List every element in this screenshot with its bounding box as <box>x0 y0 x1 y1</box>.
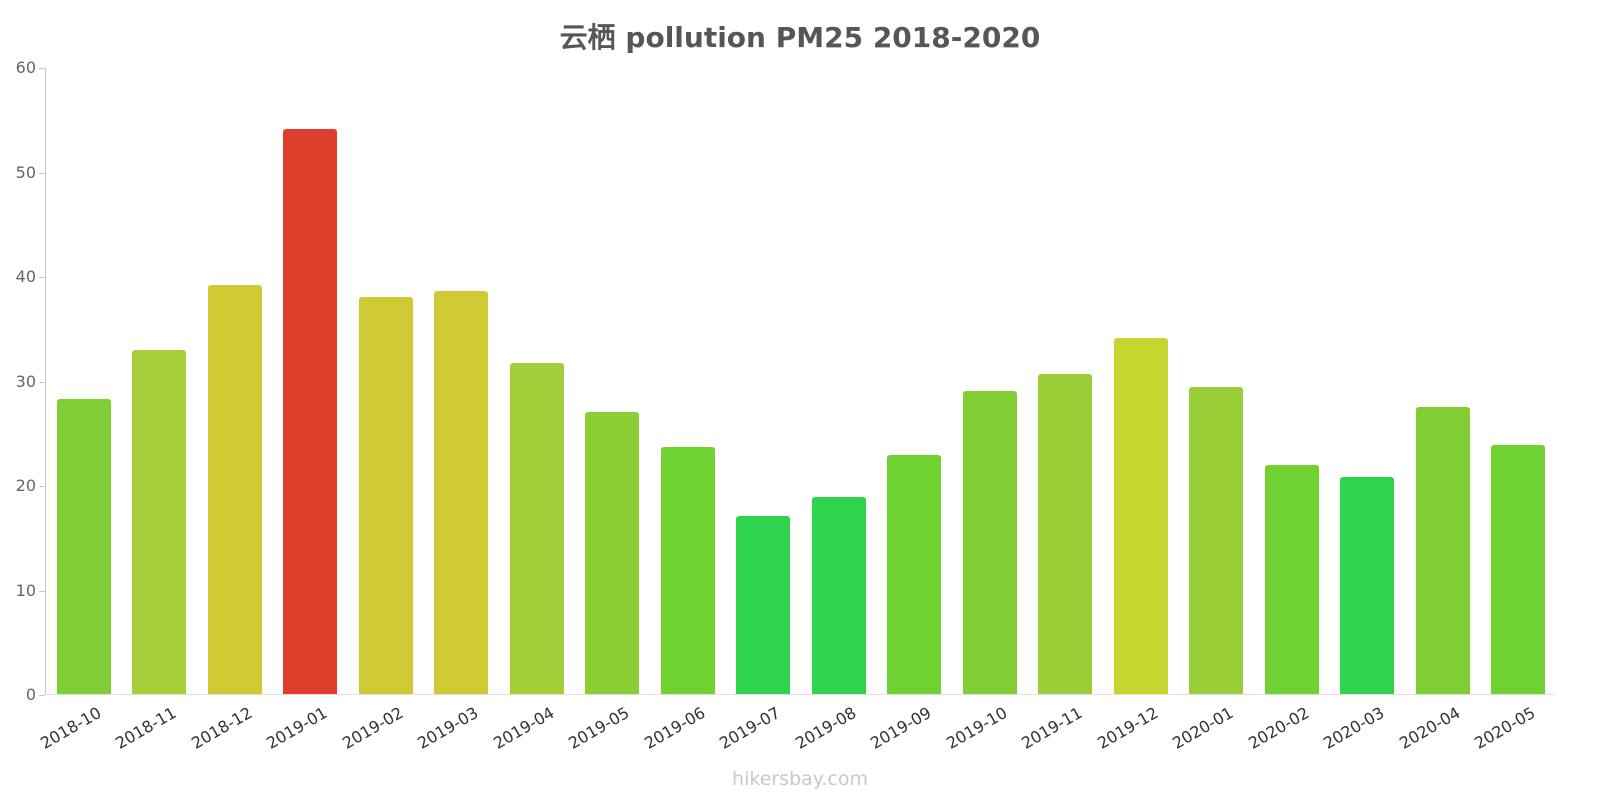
y-axis-tick-label-0: 0 <box>25 685 36 704</box>
bar-2019-03[interactable] <box>434 290 489 694</box>
bar-2019-06[interactable] <box>660 447 715 694</box>
y-axis-tick-label-30: 30 <box>15 371 36 391</box>
y-axis-tick-label-60: 60 <box>15 58 36 77</box>
y-axis-tick-mark <box>39 277 45 278</box>
x-axis-label-2020-04: 2020-04 <box>1395 703 1464 753</box>
y-axis-tick-mark <box>39 695 45 696</box>
bar-2018-12[interactable] <box>207 285 262 694</box>
x-axis-label-2019-09: 2019-09 <box>867 703 935 753</box>
y-axis-tick-mark <box>39 68 45 69</box>
plot-area <box>45 68 1555 695</box>
y-axis-tick-mark <box>39 172 45 174</box>
bar-2019-10[interactable] <box>962 390 1017 694</box>
y-axis-tick-label-40: 40 <box>15 267 36 286</box>
x-axis-label-2020-05: 2020-05 <box>1471 703 1539 753</box>
y-axis-tick-label-10: 10 <box>15 580 36 600</box>
bar-2020-03[interactable] <box>1340 476 1395 694</box>
y-axis-tick-mark <box>39 590 45 592</box>
x-axis-label-2019-11: 2019-11 <box>1018 703 1086 753</box>
bar-2019-07[interactable] <box>736 516 791 694</box>
x-axis-label-2019-12: 2019-12 <box>1093 703 1162 753</box>
x-axis-label-2019-08: 2019-08 <box>791 703 860 753</box>
bar-2019-12[interactable] <box>1113 337 1168 694</box>
bar-2019-08[interactable] <box>811 496 866 694</box>
x-axis-label-2018-11: 2018-11 <box>112 703 180 753</box>
y-axis-tick-label-20: 20 <box>15 476 36 495</box>
bar-2020-05[interactable] <box>1491 445 1546 694</box>
x-axis-label-2020-01: 2020-01 <box>1169 703 1237 753</box>
watermark-text: hikersbay.com <box>732 768 868 790</box>
x-axis-label-2019-02: 2019-02 <box>338 703 407 753</box>
y-axis-tick-label-50: 50 <box>15 162 36 182</box>
bar-2019-05[interactable] <box>585 411 640 694</box>
bar-2020-01[interactable] <box>1189 386 1244 694</box>
bar-2020-04[interactable] <box>1415 406 1470 694</box>
bar-2019-11[interactable] <box>1038 374 1093 694</box>
y-axis-tick-mark <box>39 486 45 487</box>
bar-2018-10[interactable] <box>56 399 111 694</box>
bar-2019-04[interactable] <box>509 362 564 694</box>
x-axis-label-2019-06: 2019-06 <box>640 703 709 753</box>
x-axis-label-2019-05: 2019-05 <box>565 703 633 753</box>
y-axis-tick-mark <box>39 381 45 383</box>
x-axis-label-2019-07: 2019-07 <box>716 703 784 753</box>
bar-2019-09[interactable] <box>887 454 942 694</box>
bar-2018-11[interactable] <box>132 350 187 694</box>
x-axis-label-2020-02: 2020-02 <box>1244 703 1313 753</box>
bar-2019-02[interactable] <box>358 296 413 694</box>
x-axis-label-2019-10: 2019-10 <box>942 703 1011 753</box>
x-axis-label-2019-03: 2019-03 <box>414 703 482 753</box>
x-axis-label-2018-12: 2018-12 <box>187 703 256 753</box>
x-axis-label-2019-04: 2019-04 <box>489 703 558 753</box>
x-axis-label-2019-01: 2019-01 <box>263 703 331 753</box>
x-axis-label-2020-03: 2020-03 <box>1320 703 1388 753</box>
bar-2019-01[interactable] <box>283 128 338 694</box>
bar-2020-02[interactable] <box>1264 465 1319 694</box>
x-axis-label-2018-10: 2018-10 <box>36 703 105 753</box>
chart-title: 云栖 pollution PM25 2018-2020 <box>559 21 1041 54</box>
